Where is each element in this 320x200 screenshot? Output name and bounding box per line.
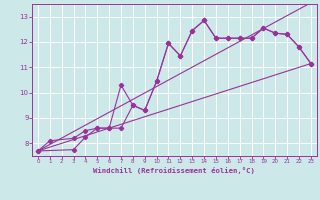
X-axis label: Windchill (Refroidissement éolien,°C): Windchill (Refroidissement éolien,°C) bbox=[93, 167, 255, 174]
